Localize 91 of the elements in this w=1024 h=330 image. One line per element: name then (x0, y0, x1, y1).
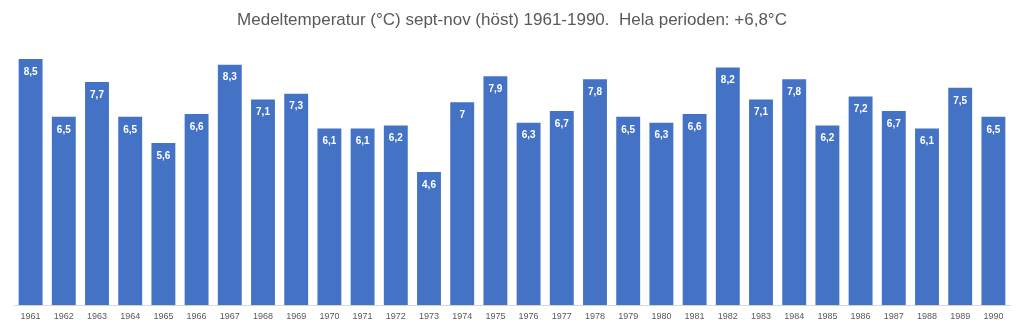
bar (51, 116, 76, 306)
data-label: 6,7 (886, 117, 902, 129)
bar (417, 171, 441, 306)
x-tick-label: 1966 (186, 311, 207, 322)
x-tick-label: 1982 (717, 311, 738, 322)
x-tick-label: 1980 (651, 311, 672, 322)
data-label: 7,9 (488, 83, 503, 95)
bar (284, 93, 309, 306)
bar (483, 76, 508, 306)
bar (184, 113, 209, 306)
data-label: 6,2 (820, 132, 835, 144)
x-tick-label: 1981 (684, 311, 705, 322)
data-label: 7 (459, 109, 466, 121)
bar (350, 128, 375, 306)
x-tick-label: 1961 (20, 311, 41, 322)
bar (118, 116, 143, 306)
x-tick-label: 1963 (86, 311, 108, 322)
bar (85, 82, 109, 306)
x-tick-label: 1962 (53, 311, 74, 322)
bar (649, 122, 674, 306)
bar (782, 79, 807, 306)
x-tick-label: 1986 (850, 311, 871, 322)
bar (616, 116, 641, 306)
x-tick-label: 1972 (385, 311, 406, 322)
data-label: 6,1 (920, 135, 935, 147)
x-tick-label: 1971 (352, 311, 373, 322)
data-label: 7,2 (853, 103, 868, 115)
x-tick-label: 1965 (153, 311, 174, 322)
x-tick-label: 1964 (120, 311, 141, 322)
data-label: 7,8 (787, 85, 802, 97)
bar (948, 87, 973, 306)
bar (981, 116, 1006, 306)
bar (516, 122, 541, 306)
x-tick-label: 1978 (584, 311, 606, 322)
data-label: 8,3 (222, 71, 238, 83)
data-label: 5,6 (156, 149, 171, 161)
bar (450, 102, 475, 306)
data-label: 6,6 (189, 120, 204, 132)
x-tick-label: 1968 (252, 311, 274, 322)
x-tick-label: 1983 (750, 311, 772, 322)
x-tick-label: 1969 (286, 311, 307, 322)
bar (251, 99, 275, 306)
data-label: 6,5 (621, 123, 636, 135)
data-label: 6,6 (687, 120, 702, 132)
data-label: 7,1 (754, 106, 769, 118)
data-label: 6,7 (554, 117, 570, 129)
bar (583, 79, 607, 306)
data-label: 6,5 (986, 123, 1001, 135)
x-tick-label: 1976 (518, 311, 539, 322)
data-label: 6,3 (521, 129, 536, 141)
bar (715, 67, 740, 306)
data-label: 6,5 (123, 123, 138, 135)
x-tick-label: 1984 (784, 311, 805, 322)
data-label: 6,1 (322, 135, 337, 147)
bar (151, 142, 176, 306)
data-label: 7,5 (953, 94, 968, 106)
data-label: 7,8 (588, 85, 603, 97)
data-label: 7,3 (289, 100, 304, 112)
data-label: 7,7 (90, 88, 105, 100)
x-tick-label: 1989 (950, 311, 971, 322)
bar (549, 111, 574, 306)
x-tick-label: 1977 (551, 311, 572, 322)
bar (18, 58, 43, 306)
bar (383, 125, 408, 306)
x-tick-label: 1985 (817, 311, 838, 322)
bar (915, 128, 939, 306)
x-tick-label: 1987 (883, 311, 904, 322)
bar (317, 128, 342, 306)
x-tick-label: 1979 (618, 311, 639, 322)
bar (881, 111, 906, 306)
data-label: 8,2 (720, 74, 736, 86)
x-tick-label: 1974 (452, 311, 473, 322)
data-label: 8,5 (23, 65, 38, 77)
data-label: 4,6 (422, 178, 437, 190)
x-tick-label: 1988 (916, 311, 938, 322)
bar (749, 99, 773, 306)
x-tick-label: 1975 (485, 311, 506, 322)
data-label: 6,1 (355, 135, 370, 147)
bar (682, 113, 707, 306)
data-label: 6,5 (56, 123, 72, 135)
data-label: 6,2 (388, 132, 404, 144)
x-tick-label: 1967 (219, 311, 240, 322)
data-label: 6,3 (654, 129, 669, 141)
x-tick-label: 1990 (983, 311, 1004, 322)
x-tick-label: 1973 (418, 311, 440, 322)
data-label: 7,1 (256, 106, 271, 118)
chart-title: Medeltemperatur (°C) sept-nov (höst) 1961-1990. Hela perioden: +6,8°C (237, 9, 787, 29)
bar (815, 125, 840, 306)
bar (217, 64, 242, 306)
x-tick-label: 1970 (319, 311, 340, 322)
bar (848, 96, 873, 306)
